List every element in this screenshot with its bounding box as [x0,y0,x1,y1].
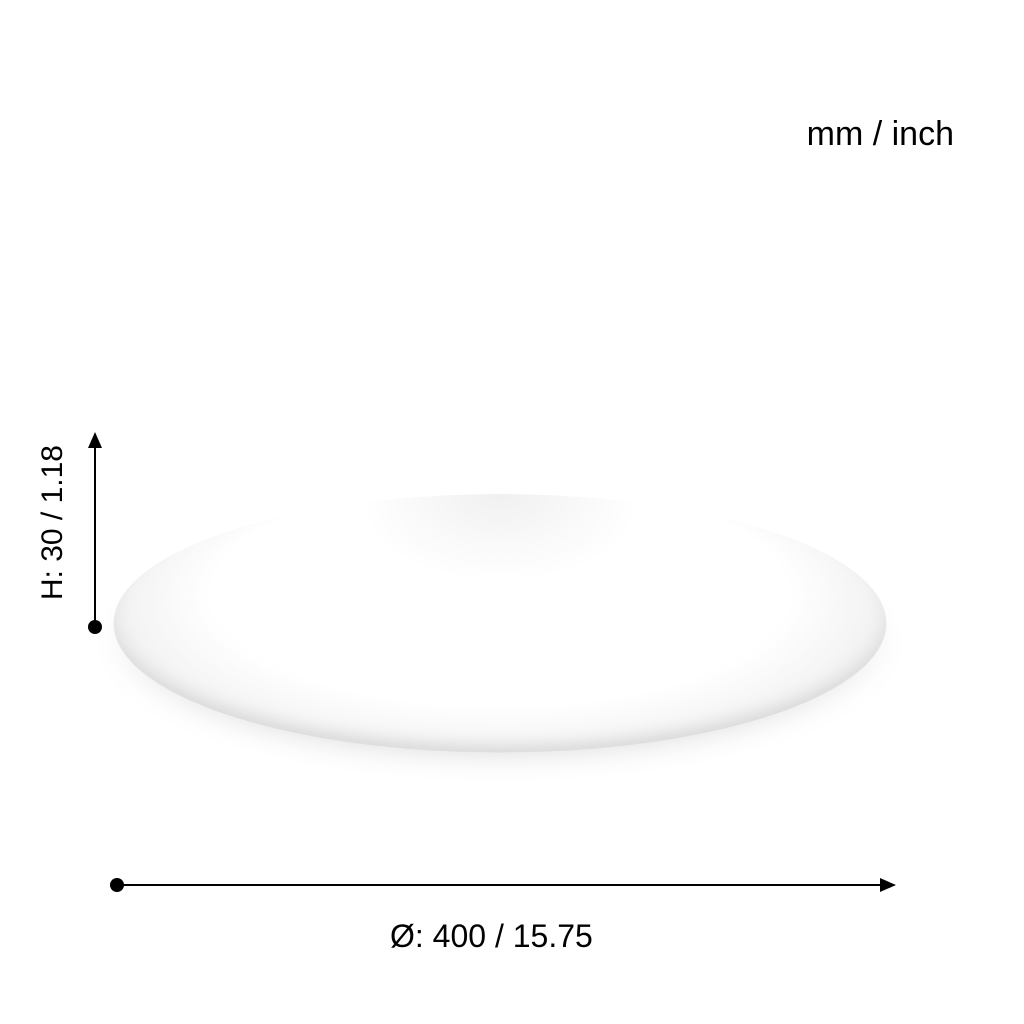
height-dim-endpoint-dot [88,620,102,634]
diameter-dim-label: Ø: 400 / 15.75 [390,918,593,955]
diameter-dim-arrow-right [880,878,896,892]
product-render [36,494,963,752]
height-dim-arrow-top [88,432,102,448]
diameter-dim-endpoint-dot [110,878,124,892]
height-dim-line [94,444,96,626]
height-dim-label: H: 30 / 1.18 [36,445,70,600]
units-label: mm / inch [807,115,954,154]
diameter-dim-line [116,884,884,886]
